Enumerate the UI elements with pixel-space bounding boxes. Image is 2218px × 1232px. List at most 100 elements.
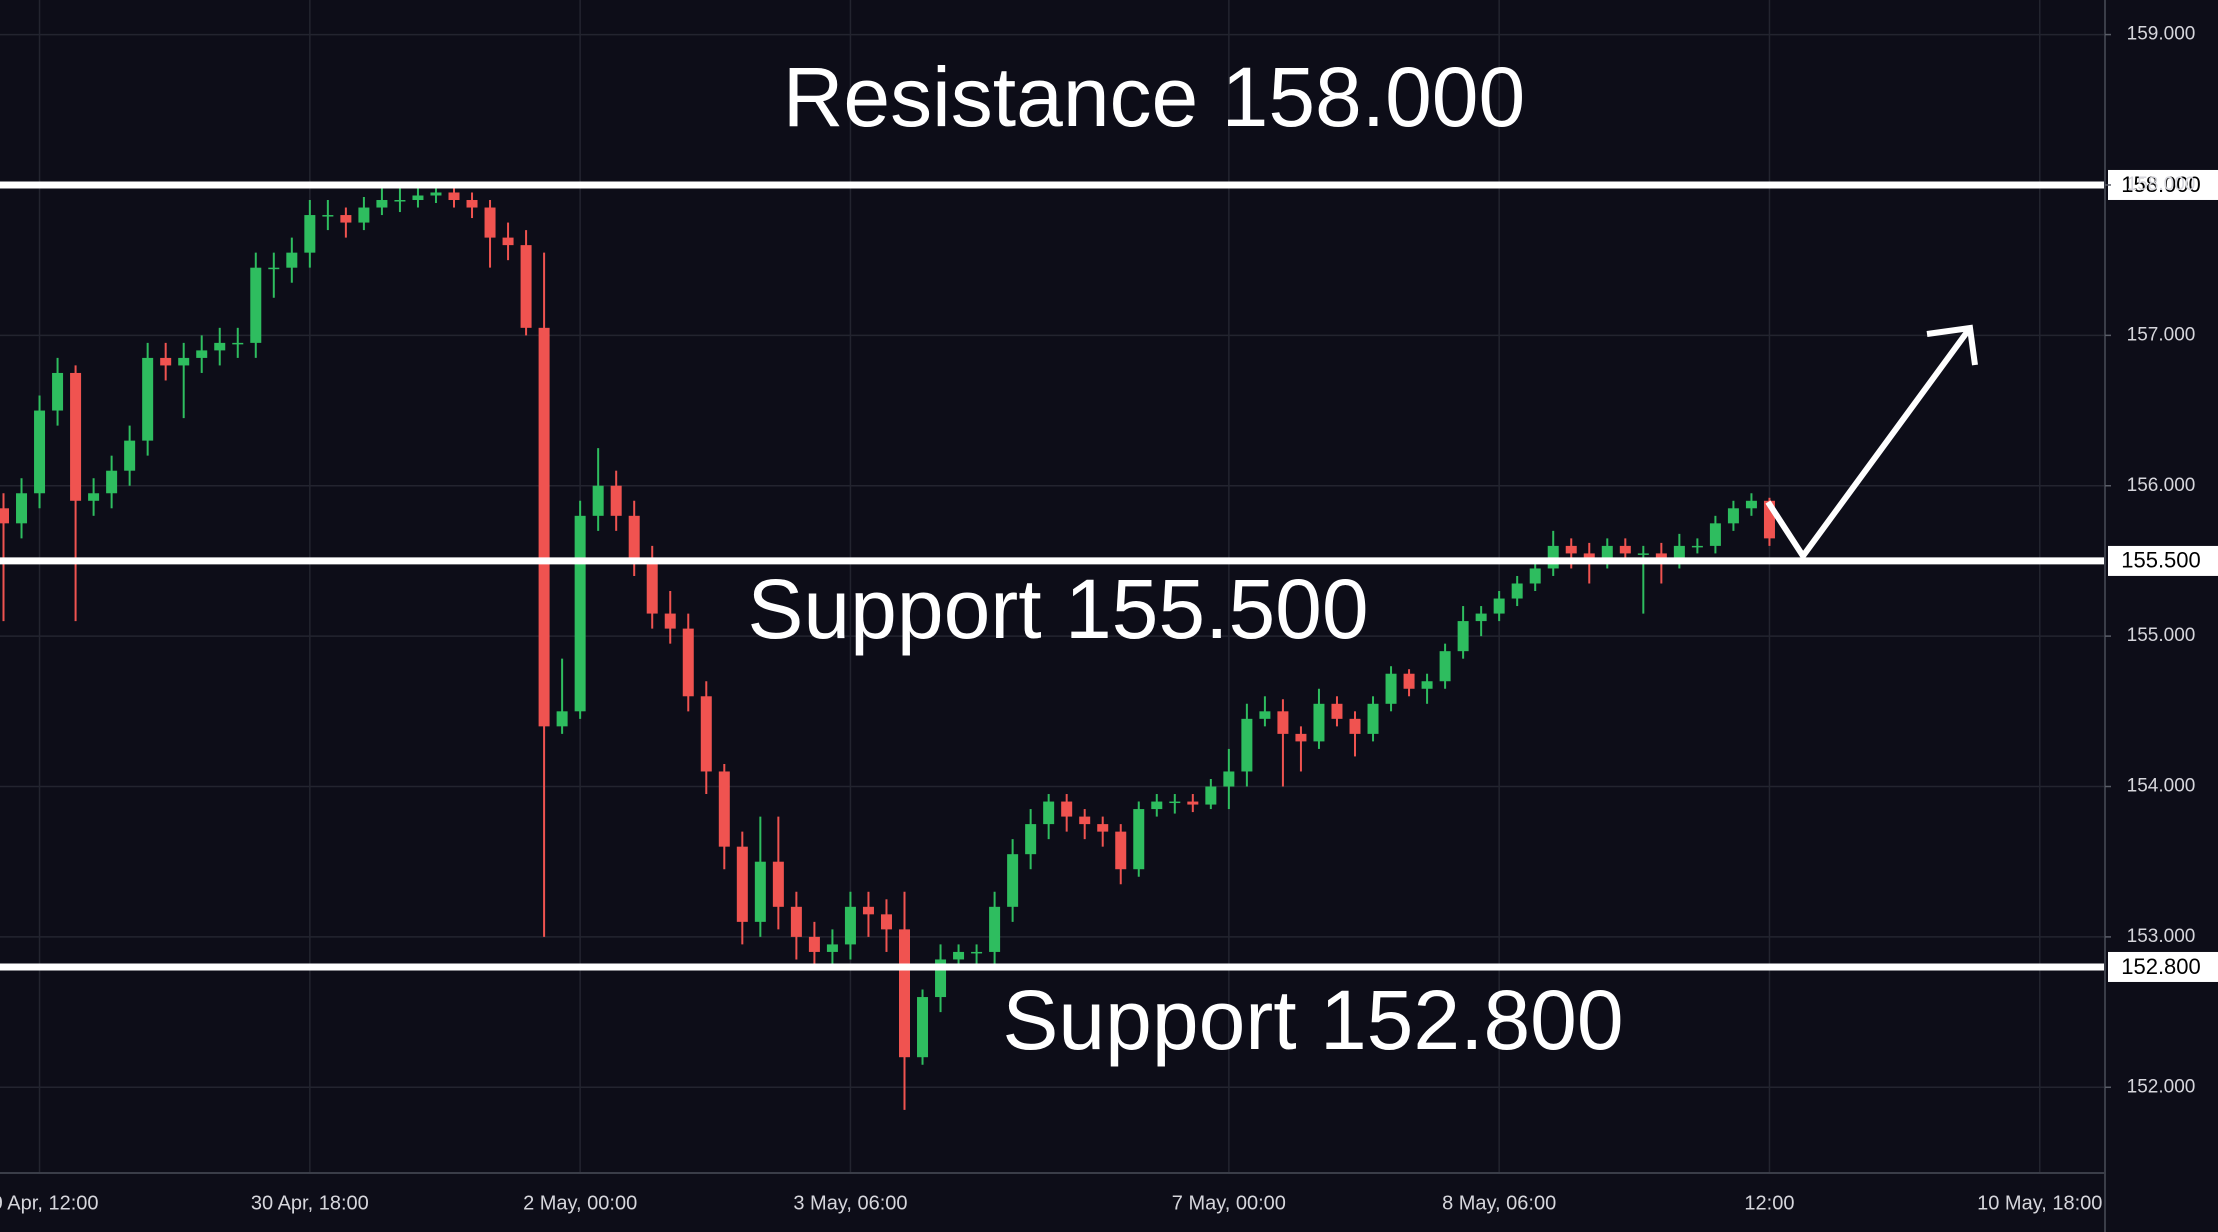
- x-tick-label: 12:00: [1744, 1192, 1794, 1214]
- candle-body: [989, 906, 1001, 952]
- candle-body: [304, 215, 316, 253]
- candle-body: [664, 613, 676, 629]
- candle-body: [917, 997, 929, 1058]
- candle-body: [1223, 771, 1235, 787]
- level-label: 155.500: [2121, 548, 2201, 573]
- candle-body: [0, 508, 9, 524]
- candle-body: [808, 936, 820, 952]
- candle-body: [935, 959, 947, 998]
- candle-body: [52, 372, 64, 411]
- candle-body: [971, 951, 983, 954]
- candle-body: [1133, 809, 1145, 870]
- candle-body: [538, 327, 550, 727]
- candle-body: [556, 711, 568, 727]
- candle-body: [574, 515, 586, 712]
- x-tick-label: 7 May, 00:00: [1172, 1192, 1286, 1214]
- candle-body: [70, 372, 82, 501]
- candle-body: [1205, 786, 1217, 805]
- candle-body: [592, 485, 604, 516]
- candle-body: [1151, 801, 1163, 810]
- candle-body: [1403, 673, 1415, 689]
- level-label-box: [2108, 545, 2218, 576]
- candle-body: [268, 267, 280, 270]
- candle-body: [1097, 824, 1109, 832]
- level-label: 158.000: [2121, 172, 2201, 197]
- candle-body: [1547, 545, 1559, 569]
- candles: [0, 184, 1775, 1110]
- y-tick-label: 155.000: [2127, 625, 2196, 646]
- candle-body: [430, 192, 442, 196]
- candle-body: [790, 906, 802, 937]
- x-tick-label: 3 May, 06:00: [793, 1192, 907, 1214]
- candle-body: [1043, 801, 1055, 825]
- candle-body: [953, 951, 965, 960]
- candle-body: [844, 906, 856, 945]
- candle-body: [106, 470, 118, 494]
- y-tick-label: 156.000: [2127, 475, 2196, 496]
- candle-body: [1655, 553, 1667, 561]
- candle-body: [754, 861, 766, 922]
- candle-body: [394, 200, 406, 202]
- candle-body: [178, 357, 190, 366]
- projection-arrow: [1765, 326, 1973, 562]
- axes: 152.000 153.000 154.000 155.000 156.000 157.0…: [0, 24, 2195, 1215]
- candle-body: [232, 342, 244, 345]
- candle-body: [376, 200, 388, 208]
- candle-body: [124, 440, 136, 471]
- candle-body: [196, 350, 208, 358]
- y-tick-label: 154.000: [2127, 776, 2196, 797]
- candle-body: [1439, 651, 1451, 682]
- candle-body: [250, 267, 262, 343]
- candle-body: [1709, 523, 1721, 546]
- candle-body: [1187, 801, 1199, 805]
- support-annotation: Support 155.500: [747, 562, 1368, 656]
- candle-body: [88, 493, 100, 501]
- candle-body: [1349, 718, 1361, 734]
- candle-body: [16, 493, 28, 524]
- candle-body: [1277, 711, 1289, 734]
- candle-body: [448, 192, 460, 201]
- candle-body: [1637, 553, 1649, 555]
- level-label: 152.800: [2121, 954, 2201, 979]
- candle-body: [1727, 508, 1739, 524]
- candle-body: [520, 245, 532, 328]
- x-tick-label: 8 May, 06:00: [1442, 1192, 1556, 1214]
- candle-body: [1331, 703, 1343, 719]
- candle-body: [340, 215, 352, 223]
- candle-body: [1079, 816, 1091, 825]
- candle-body: [466, 200, 478, 208]
- candle-body: [1313, 703, 1325, 742]
- candle-body: [358, 207, 370, 223]
- level-label-box: [2108, 169, 2218, 200]
- candle-body: [1115, 831, 1127, 870]
- y-tick-label: 153.000: [2127, 926, 2196, 947]
- candle-body: [1529, 568, 1541, 584]
- candle-body: [286, 252, 298, 268]
- candle-body: [322, 215, 334, 217]
- level-label-box: [2108, 951, 2218, 982]
- candle-body: [1511, 583, 1523, 599]
- arrow-head: [1926, 324, 1978, 366]
- levels: 158.000 155.500 152.800: [0, 169, 2218, 982]
- candle-body: [1367, 703, 1379, 734]
- support-annotation: Support 152.800: [1002, 973, 1623, 1067]
- candle-body: [142, 357, 154, 441]
- candle-body: [1259, 711, 1271, 719]
- x-tick-label: 2 May, 00:00: [523, 1192, 637, 1214]
- candle-body: [1385, 673, 1397, 704]
- candle-body: [1475, 613, 1487, 622]
- candle-body: [772, 861, 784, 907]
- candle-body: [1421, 681, 1433, 689]
- y-tick-label: 159.000: [2127, 24, 2196, 45]
- candle-body: [1583, 553, 1595, 561]
- candle-body: [160, 357, 172, 366]
- candle-body: [1601, 545, 1613, 561]
- x-tick-label: 10 May, 18:00: [1977, 1192, 2102, 1214]
- candle-body: [1007, 854, 1019, 907]
- candle-body: [1745, 500, 1757, 509]
- candle-body: [718, 771, 730, 847]
- x-tick-label: 29 Apr, 12:00: [0, 1192, 98, 1214]
- candle-body: [1061, 801, 1073, 817]
- candle-body: [628, 515, 640, 561]
